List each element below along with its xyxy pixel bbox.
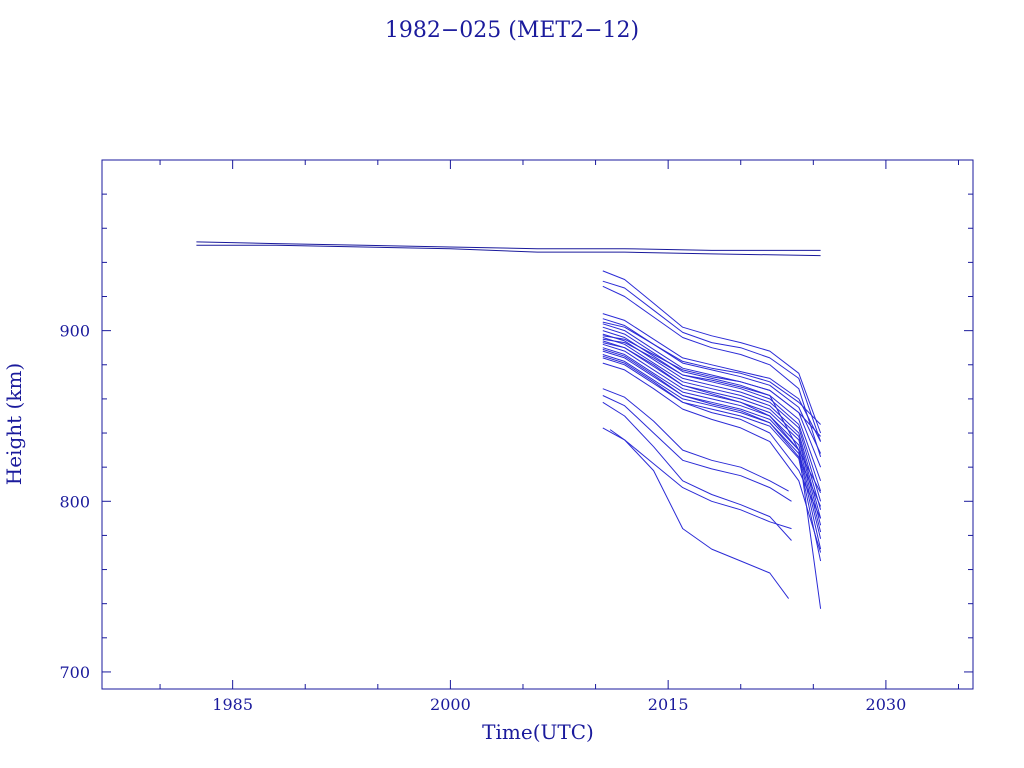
y-tick-label: 900	[59, 322, 90, 341]
y-axis-label: Height (km)	[2, 363, 26, 485]
series-line	[602, 362, 822, 553]
x-tick-label: 2000	[430, 695, 471, 714]
series-line	[602, 342, 822, 494]
series-line	[196, 241, 821, 251]
series-line	[602, 318, 822, 454]
axis-tick-labels: 1985 2000 2015 2030 700 800 900	[59, 322, 906, 714]
series-line	[602, 280, 822, 442]
series-line	[602, 350, 822, 539]
series-line	[602, 357, 822, 562]
series-line	[602, 335, 821, 437]
series-line	[602, 338, 822, 609]
chart-title: 1982−025 (MET2−12)	[385, 18, 639, 43]
x-axis-label: Time(UTC)	[482, 720, 594, 744]
x-tick-label: 2015	[648, 695, 689, 714]
series-line	[602, 321, 821, 425]
series-line	[602, 337, 822, 510]
series-line	[602, 401, 792, 541]
series-line	[602, 333, 822, 502]
series-line	[602, 427, 792, 530]
series-line	[602, 395, 792, 502]
x-tick-label: 2030	[866, 695, 907, 714]
series-line	[602, 285, 822, 458]
series-line	[602, 313, 822, 442]
series-line	[602, 347, 822, 533]
series-line	[602, 354, 822, 550]
axis-ticks	[102, 159, 973, 689]
plot-frame	[101, 159, 974, 690]
y-tick-label: 700	[59, 663, 90, 682]
x-tick-label: 1985	[212, 695, 253, 714]
y-tick-label: 800	[59, 492, 90, 511]
series-line	[602, 326, 822, 481]
series-line	[602, 355, 822, 519]
series-line	[609, 429, 790, 599]
series-line	[602, 343, 822, 526]
series-line	[196, 244, 821, 257]
series-lines	[196, 241, 822, 609]
series-line	[602, 388, 789, 492]
series-line	[602, 348, 822, 507]
series-line	[602, 270, 822, 434]
series-line	[602, 330, 822, 492]
